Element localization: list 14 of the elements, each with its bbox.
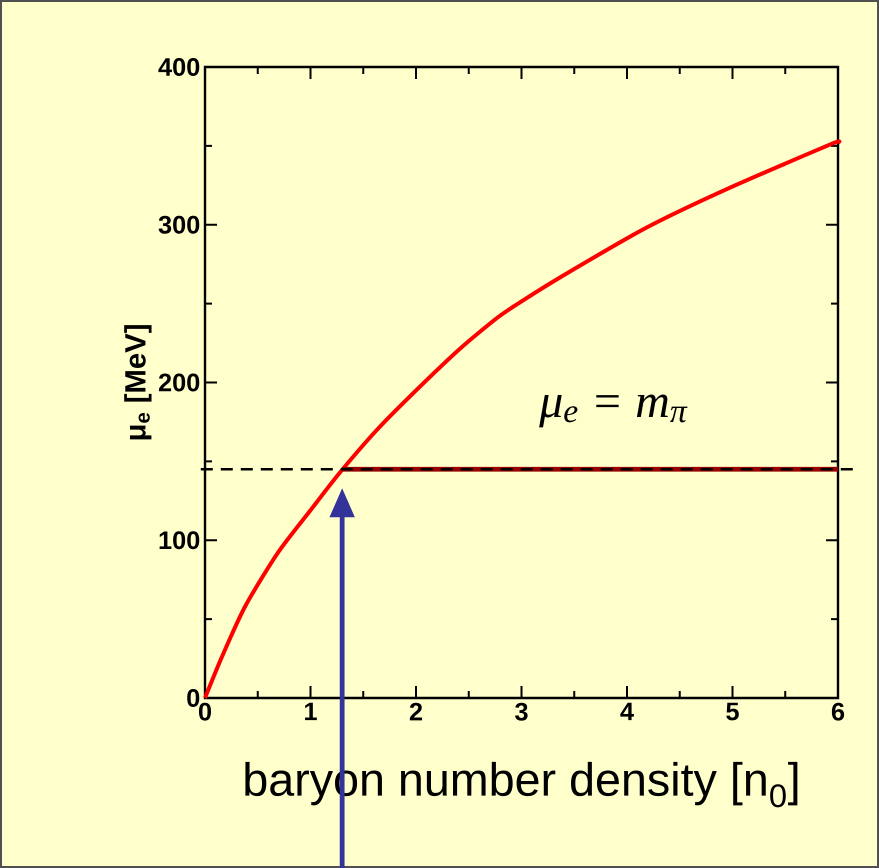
y-tick-label: 400 [158,58,200,76]
y-tick-label: 100 [160,531,200,550]
x-tick-label: 4 [620,702,634,720]
x-tick-label: 6 [832,702,844,721]
x-tick-label: 5 [726,702,739,720]
x-tick-label: 0 [198,702,212,721]
y-tick-label: 0 [187,689,200,707]
y-tick-label: 200 [158,374,200,392]
x-tick-label: 1 [305,702,317,720]
y-tick-label: 300 [158,216,200,234]
y-axis-title: μ$_{e}$ [MeV] [124,325,152,440]
annotation: μ$_{e}$ = m$_{π}$ [539,394,688,428]
x-tick-label: 2 [410,702,422,720]
x-tick-label: 3 [515,702,528,721]
